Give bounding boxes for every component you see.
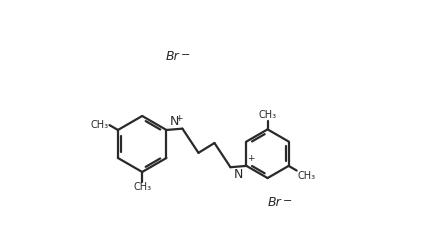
Text: N: N <box>234 168 243 181</box>
Text: +: + <box>175 114 182 123</box>
Text: +: + <box>247 154 255 163</box>
Text: −: − <box>282 196 292 206</box>
Text: N: N <box>169 115 179 127</box>
Text: −: − <box>181 50 190 60</box>
Text: Br: Br <box>165 50 179 63</box>
Text: CH₃: CH₃ <box>133 183 151 192</box>
Text: CH₃: CH₃ <box>91 120 109 130</box>
Text: CH₃: CH₃ <box>297 171 315 181</box>
Text: CH₃: CH₃ <box>259 110 276 120</box>
Text: Br: Br <box>268 196 281 209</box>
